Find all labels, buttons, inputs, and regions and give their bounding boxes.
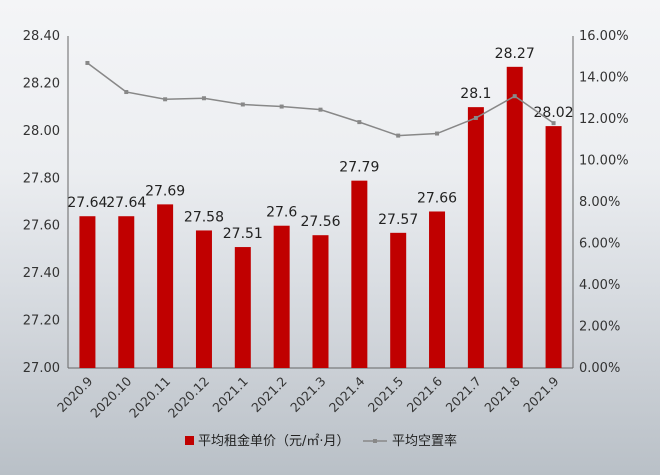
bar-2020.10 [118,216,135,368]
bar-2020.11 [157,204,174,368]
bar-data-label: 27.57 [378,212,418,228]
y-right-tick-label: 16.00% [579,29,629,44]
y-right-tick-label: 14.00% [579,71,629,86]
x-tick-label: 2020.12 [165,374,212,421]
vacancy-point [85,60,90,65]
bar-data-label: 27.69 [145,183,185,199]
bar-data-label: 27.66 [417,190,457,206]
bar-2020.12 [195,230,212,368]
legend-marker-vacancy [373,439,377,443]
bar-2021.9 [545,126,562,368]
y-right-tick-label: 4.00% [579,278,620,293]
vacancy-point [551,121,556,126]
legend-label-rent: 平均租金单价（元/㎡·月） [198,433,350,449]
bar-data-label: 27.6 [266,205,297,221]
bar-data-label: 28.02 [534,105,574,121]
bar-2021.3 [312,235,329,368]
vacancy-point [512,94,517,99]
y-left-tick-label: 28.00 [23,124,60,139]
bar-data-label: 27.58 [184,209,224,225]
vacancy-point [163,97,168,102]
y-right-tick-label: 2.00% [579,320,620,335]
vacancy-point [124,90,129,95]
bar-2021.7 [467,107,484,369]
vacancy-point [201,96,206,101]
x-tick-label: 2021.6 [404,373,446,415]
y-right-tick-label: 0.00% [579,361,620,376]
x-tick-label: 2021.5 [365,374,407,416]
bar-data-label: 27.64 [67,195,107,211]
y-left-tick-label: 28.20 [23,76,60,91]
y-right-tick-label: 10.00% [579,154,629,169]
bar-data-label: 28.1 [460,86,491,102]
y-left-tick-label: 27.20 [23,314,60,329]
bar-2021.1 [234,247,251,368]
bar-2021.2 [273,225,290,368]
vacancy-point [473,115,478,120]
vacancy-point [396,133,401,138]
bar-2020.9 [79,216,96,368]
y-left-tick-label: 27.60 [23,219,60,234]
bar-2021.5 [390,232,407,368]
x-tick-label: 2021.1 [209,374,251,416]
vacancy-point [279,104,284,109]
bar-2021.6 [429,211,446,368]
legend-swatch-rent [185,436,194,445]
x-tick-label: 2021.8 [481,373,523,415]
bar-data-label: 28.27 [495,46,535,62]
vacancy-point [318,107,323,112]
y-left-tick-label: 27.80 [23,171,60,186]
vacancy-point [357,120,362,125]
x-tick-label: 2021.9 [520,373,562,415]
x-tick-label: 2021.4 [326,373,368,415]
bar-2021.4 [351,180,368,368]
y-left-tick-label: 27.40 [23,266,60,281]
bar-data-label: 27.56 [300,214,340,230]
bar-2021.8 [506,66,523,368]
x-tick-label: 2021.3 [287,374,329,416]
y-right-tick-label: 12.00% [579,112,629,127]
x-tick-label: 2021.2 [248,374,290,416]
vacancy-point [240,102,245,107]
x-tick-label: 2021.7 [442,374,484,416]
x-tick-label: 2020.10 [87,373,134,420]
y-left-tick-label: 27.00 [23,361,60,376]
bar-data-label: 27.64 [106,195,146,211]
y-right-tick-label: 8.00% [579,195,620,210]
legend-label-vacancy: 平均空置率 [392,433,457,449]
vacancy-point [435,131,440,136]
y-right-tick-label: 6.00% [579,237,620,252]
y-left-tick-label: 28.40 [23,29,60,44]
bar-data-label: 27.51 [223,226,263,242]
x-tick-label: 2020.11 [126,374,173,421]
bar-data-label: 27.79 [339,160,379,176]
